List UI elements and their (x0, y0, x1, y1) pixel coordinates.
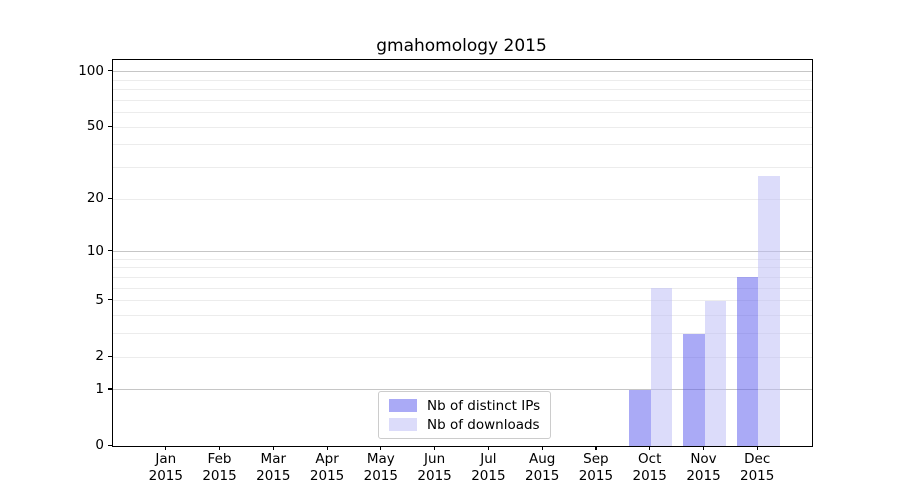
x-tick-label-aug: Aug 2015 (512, 451, 572, 485)
minor-gridline-5 (113, 300, 812, 302)
legend: Nb of distinct IPs Nb of downloads (378, 391, 552, 439)
bar-ips-oct (629, 389, 651, 446)
minor-gridline-3 (113, 333, 812, 335)
legend-label-ips: Nb of distinct IPs (427, 397, 541, 414)
y-tick-label-20: 20 (86, 190, 104, 207)
x-tick-label-dec: Dec 2015 (727, 451, 787, 485)
x-tick-month: Jan (155, 451, 177, 467)
legend-entry-downloads: Nb of downloads (389, 416, 540, 433)
chart-title: gmahomology 2015 (376, 36, 547, 56)
minor-gridline-60 (113, 112, 812, 113)
legend-entry-ips: Nb of distinct IPs (389, 397, 540, 414)
minor-gridline-7 (113, 276, 812, 278)
minor-gridline-6 (113, 287, 812, 289)
minor-gridline-40 (113, 144, 812, 146)
x-tick-month: Jul (480, 451, 497, 467)
x-tick-mark-feb (219, 446, 221, 450)
y-tick-mark-1 (108, 388, 112, 390)
x-tick-year: 2015 (417, 468, 452, 484)
y-tick-mark-0 (108, 444, 112, 446)
minor-gridline-50 (113, 126, 812, 128)
y-tick-mark-2 (108, 355, 112, 357)
minor-gridline-2 (113, 356, 812, 358)
y-tick-mark-100 (108, 70, 112, 72)
x-tick-mark-nov (703, 446, 705, 450)
x-tick-year: 2015 (525, 468, 560, 484)
minor-gridline-9 (113, 258, 812, 260)
x-tick-mark-apr (326, 446, 328, 450)
major-gridline-100 (113, 71, 812, 73)
x-tick-month: Mar (260, 451, 287, 467)
plot-area: Nb of distinct IPs Nb of downloads (112, 59, 813, 447)
x-tick-month: Oct (638, 451, 662, 467)
minor-gridline-70 (113, 99, 812, 101)
x-tick-label-mar: Mar 2015 (243, 451, 303, 485)
minor-gridline-8 (113, 267, 812, 269)
x-tick-year: 2015 (256, 468, 291, 484)
minor-gridline-90 (113, 79, 812, 81)
minor-gridline-20 (113, 198, 812, 200)
x-tick-month: Apr (315, 451, 339, 467)
y-tick-label-2: 2 (95, 348, 104, 364)
x-tick-month: Sep (583, 451, 609, 467)
x-tick-mark-jul (487, 446, 490, 450)
major-gridline-1 (113, 389, 812, 391)
x-tick-label-jul: Jul 2015 (458, 451, 518, 485)
y-tick-mark-20 (108, 197, 112, 199)
x-tick-mark-sep (595, 446, 597, 450)
x-tick-mark-jun (434, 446, 436, 450)
x-tick-month: Dec (744, 451, 771, 467)
x-tick-year: 2015 (309, 468, 345, 484)
x-tick-year: 2015 (471, 468, 506, 484)
y-tick-label-50: 50 (86, 118, 104, 135)
x-tick-month: Nov (690, 451, 717, 467)
minor-gridline-4 (113, 315, 812, 317)
minor-gridline-30 (113, 167, 812, 168)
x-tick-year: 2015 (632, 468, 667, 484)
x-tick-year: 2015 (202, 468, 237, 484)
x-tick-label-may: May 2015 (351, 451, 411, 485)
legend-label-downloads: Nb of downloads (427, 416, 540, 433)
x-tick-year: 2015 (740, 468, 775, 484)
x-tick-label-nov: Nov 2015 (674, 451, 734, 485)
y-tick-mark-10 (108, 250, 112, 252)
x-tick-mark-may (380, 446, 382, 450)
y-tick-mark-5 (108, 299, 112, 301)
x-tick-year: 2015 (578, 468, 614, 484)
x-tick-mark-jan (165, 446, 167, 450)
bar-downloads-nov (704, 300, 726, 446)
bar-downloads-oct (650, 288, 673, 446)
x-tick-year: 2015 (148, 468, 183, 484)
y-tick-label-1: 1 (95, 380, 104, 397)
x-tick-label-sep: Sep 2015 (566, 451, 626, 485)
x-tick-month: Jun (424, 451, 446, 467)
bar-ips-nov (683, 333, 705, 446)
x-tick-year: 2015 (363, 468, 398, 484)
y-tick-label-10: 10 (86, 242, 104, 259)
bar-downloads-dec (758, 175, 780, 446)
x-tick-mark-oct (649, 446, 651, 450)
x-tick-month: Aug (529, 451, 556, 467)
x-tick-month: May (366, 451, 395, 467)
x-tick-year: 2015 (686, 468, 721, 484)
x-tick-mark-dec (756, 446, 758, 450)
legend-swatch-ips (389, 399, 417, 412)
x-tick-label-feb: Feb 2015 (190, 451, 250, 485)
y-tick-label-5: 5 (95, 291, 104, 308)
x-tick-label-oct: Oct 2015 (620, 451, 680, 485)
x-tick-label-apr: Apr 2015 (297, 451, 357, 485)
x-tick-label-jan: Jan 2015 (136, 451, 196, 485)
x-tick-month: Feb (207, 451, 232, 467)
legend-swatch-downloads (389, 418, 417, 431)
x-tick-mark-aug (541, 446, 543, 450)
x-tick-mark-mar (272, 446, 274, 450)
y-tick-label-0: 0 (95, 437, 104, 454)
minor-gridline-80 (113, 89, 812, 90)
x-tick-label-jun: Jun 2015 (405, 451, 465, 485)
bar-ips-dec (736, 277, 759, 446)
major-gridline-10 (113, 251, 812, 253)
y-tick-mark-50 (108, 125, 112, 127)
y-tick-label-100: 100 (78, 62, 104, 79)
